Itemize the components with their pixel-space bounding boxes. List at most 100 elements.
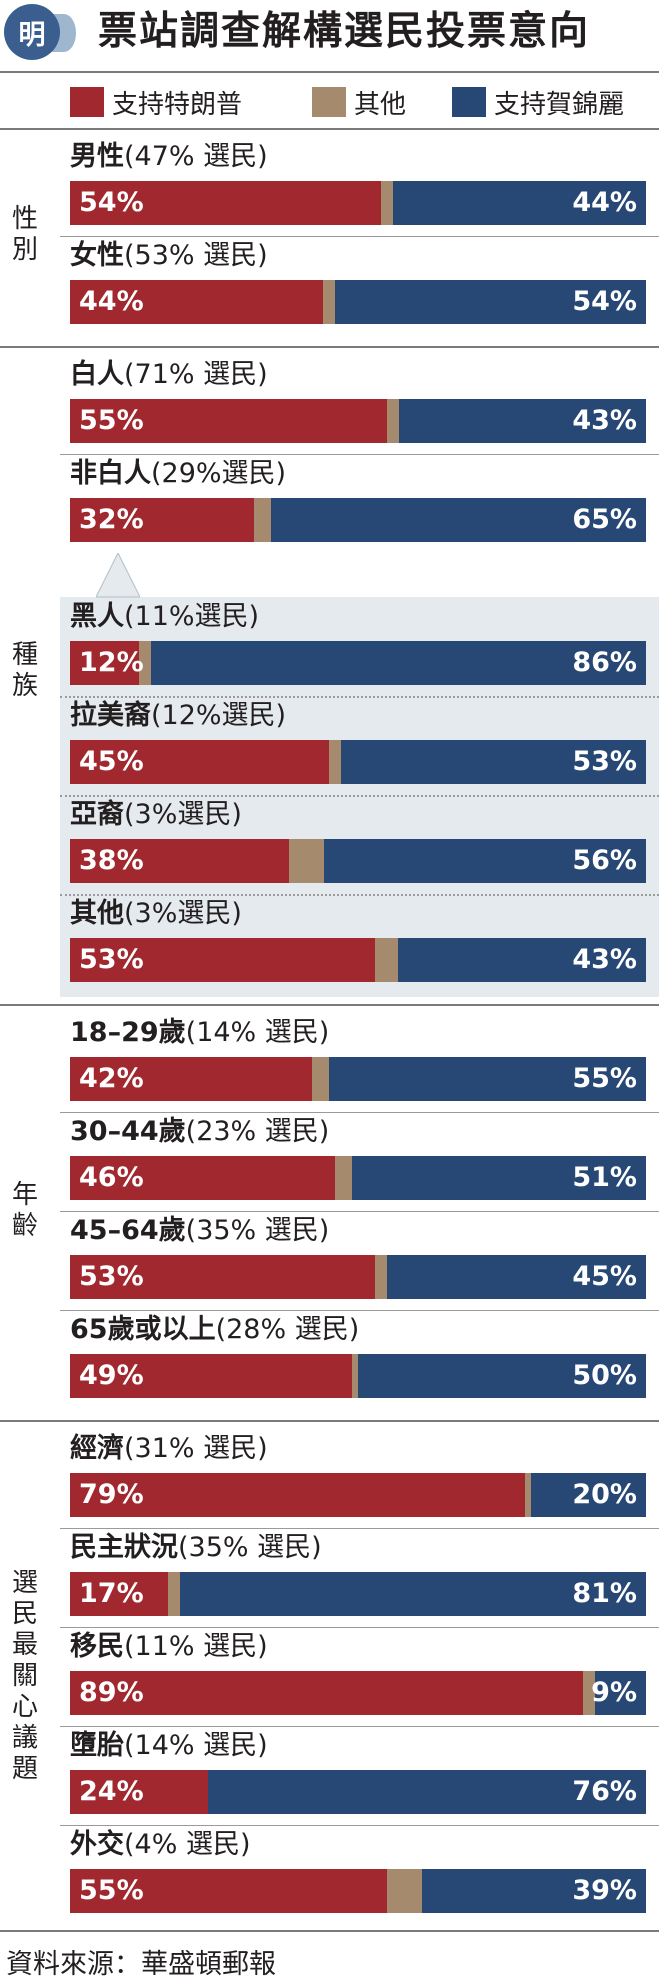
header-rule (0, 71, 659, 73)
row-label: 男性(47% 選民) (70, 140, 268, 174)
row-label: 移民(11% 選民) (70, 1630, 268, 1664)
stacked-bar: 12% 86% (70, 641, 646, 685)
bar-segment-harris (387, 1255, 646, 1299)
category-name: 45–64歲 (70, 1215, 186, 1246)
bar-segment-trump (70, 1671, 583, 1715)
stacked-bar: 53% 43% (70, 938, 646, 982)
legend-swatch-trump (70, 87, 104, 117)
bar-segment-harris (398, 938, 646, 982)
trump-percent-label: 55% (79, 405, 144, 436)
bar-segment-harris (399, 399, 646, 443)
category-name: 30–44歲 (70, 1116, 186, 1147)
row-divider (60, 894, 659, 896)
voter-share-label: (71% 選民) (124, 359, 268, 390)
row-label: 白人(71% 選民) (70, 358, 268, 392)
stacked-bar: 17% 81% (70, 1572, 646, 1616)
legend-swatch-other (312, 87, 346, 117)
trump-percent-label: 55% (79, 1875, 144, 1906)
row-label: 45–64歲(35% 選民) (70, 1214, 329, 1248)
voter-share-label: (23% 選民) (185, 1116, 330, 1147)
bar-segment-harris (393, 181, 646, 225)
harris-percent-label: 53% (572, 746, 637, 777)
row-divider (60, 1825, 659, 1826)
trump-percent-label: 32% (79, 504, 144, 535)
legend-label-other: 其他 (354, 89, 407, 120)
row-divider (60, 1112, 659, 1113)
legend-rule (0, 128, 659, 130)
category-name: 18–29歲 (70, 1017, 186, 1048)
bar-segment-harris (208, 1770, 646, 1814)
voter-share-label: (11% 選民) (124, 1631, 268, 1662)
row-divider (60, 1310, 659, 1311)
row-divider (60, 236, 659, 237)
bar-segment-trump (70, 839, 289, 883)
category-name: 移民 (70, 1631, 124, 1662)
row-divider (60, 1726, 659, 1727)
bar-segment-trump (70, 1473, 525, 1517)
bar-segment-trump (70, 399, 387, 443)
group-label-gender: 性 別 (11, 204, 38, 265)
bar-segment-other (375, 938, 398, 982)
voter-share-label: (35% 選民) (178, 1532, 322, 1563)
stacked-bar: 38% 56% (70, 839, 646, 883)
voter-share-label: (29%選民) (151, 458, 287, 489)
row-label: 亞裔(3%選民) (70, 798, 242, 832)
bar-segment-harris (422, 1869, 646, 1913)
row-divider (60, 1528, 659, 1529)
category-name: 民主狀況 (70, 1532, 178, 1563)
trump-percent-label: 49% (79, 1360, 144, 1391)
bar-segment-other (387, 399, 399, 443)
category-name: 65歲或以上 (70, 1314, 216, 1345)
trump-percent-label: 79% (79, 1479, 144, 1510)
voter-share-label: (3%選民) (124, 898, 242, 929)
trump-percent-label: 54% (79, 187, 144, 218)
harris-percent-label: 39% (572, 1875, 637, 1906)
bar-segment-trump (70, 181, 381, 225)
voter-share-label: (12%選民) (151, 700, 287, 731)
group-label-issues: 選 民 最 關 心 議 題 (11, 1568, 38, 1784)
harris-percent-label: 44% (572, 187, 637, 218)
category-name: 黑人 (70, 601, 124, 632)
bar-segment-harris (352, 1156, 646, 1200)
legend-swatch-harris (452, 87, 486, 117)
legend-item-harris: 支持賀錦麗 (452, 86, 624, 120)
harris-percent-label: 55% (572, 1063, 637, 1094)
row-label: 65歲或以上(28% 選民) (70, 1313, 359, 1347)
row-label: 拉美裔(12%選民) (70, 699, 286, 733)
harris-percent-label: 86% (572, 647, 637, 678)
stacked-bar: 53% 45% (70, 1255, 646, 1299)
category-name: 外交 (70, 1829, 124, 1860)
trump-percent-label: 45% (79, 746, 144, 777)
voter-share-label: (14% 選民) (185, 1017, 330, 1048)
legend-item-trump: 支持特朗普 (70, 86, 242, 120)
harris-percent-label: 43% (572, 944, 637, 975)
stacked-bar: 79% 20% (70, 1473, 646, 1517)
bar-segment-trump (70, 641, 139, 685)
stacked-bar: 44% 54% (70, 280, 646, 324)
harris-percent-label: 56% (572, 845, 637, 876)
harris-percent-label: 45% (572, 1261, 637, 1292)
bar-segment-other (352, 1354, 358, 1398)
trump-percent-label: 38% (79, 845, 144, 876)
stacked-bar: 89% 9% (70, 1671, 646, 1715)
trump-percent-label: 17% (79, 1578, 144, 1609)
voter-share-label: (31% 選民) (124, 1433, 268, 1464)
row-label: 墮胎(14% 選民) (70, 1729, 268, 1763)
voter-share-label: (4% 選民) (124, 1829, 251, 1860)
row-label: 民主狀況(35% 選民) (70, 1531, 322, 1565)
row-label: 30–44歲(23% 選民) (70, 1115, 329, 1149)
bar-segment-other (289, 839, 324, 883)
harris-percent-label: 54% (572, 286, 637, 317)
voter-share-label: (3%選民) (124, 799, 242, 830)
voter-share-label: (53% 選民) (124, 240, 268, 271)
row-label: 經濟(31% 選民) (70, 1432, 268, 1466)
harris-percent-label: 9% (591, 1677, 637, 1708)
bar-segment-harris (329, 1057, 646, 1101)
bar-segment-trump (70, 280, 323, 324)
category-name: 男性 (70, 141, 124, 172)
bar-segment-trump (70, 1255, 375, 1299)
bar-segment-harris (595, 1671, 646, 1715)
bar-segment-other (525, 1473, 531, 1517)
stacked-bar: 54% 44% (70, 181, 646, 225)
category-name: 女性 (70, 240, 124, 271)
